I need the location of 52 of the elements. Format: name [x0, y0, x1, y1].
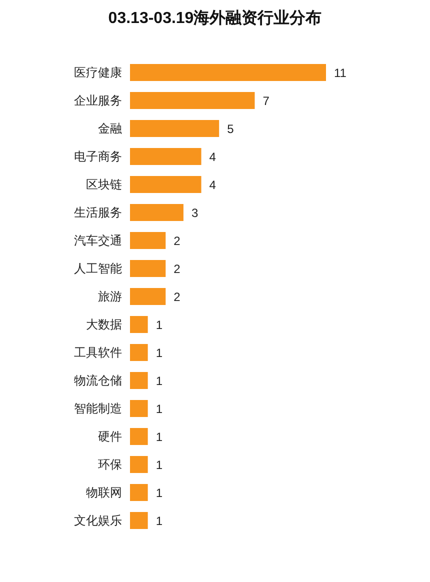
bar	[130, 204, 184, 221]
data-label: 2	[174, 290, 181, 304]
data-label: 1	[156, 346, 163, 360]
y-tick-label: 物联网	[86, 485, 122, 500]
y-tick-label: 智能制造	[74, 401, 122, 416]
data-label: 7	[262, 94, 270, 108]
bar	[130, 92, 255, 109]
y-tick-label: 人工智能	[74, 261, 122, 276]
data-label: 1	[156, 458, 163, 472]
bar	[130, 176, 202, 193]
data-label: 2	[174, 262, 181, 276]
bar	[130, 120, 220, 137]
y-tick-label: 金融	[98, 121, 122, 136]
data-label: 5	[227, 122, 234, 136]
data-label: 1	[156, 430, 163, 444]
bar	[130, 456, 148, 473]
y-tick-label: 旅游	[98, 289, 122, 304]
data-label: 1	[156, 402, 163, 416]
data-label: 2	[174, 234, 181, 248]
bar	[130, 372, 148, 389]
y-tick-label: 企业服务	[74, 93, 122, 108]
y-tick-label: 汽车交通	[74, 233, 122, 248]
chart-title: 03.13-03.19海外融资行业分布	[107, 8, 323, 29]
bar	[130, 260, 166, 277]
bar	[130, 232, 166, 249]
bar	[130, 316, 148, 333]
y-tick-label: 区块链	[86, 177, 122, 192]
bar	[130, 428, 148, 445]
y-tick-label: 生活服务	[74, 205, 122, 220]
y-tick-label: 医疗健康	[74, 65, 122, 80]
data-label: 1	[156, 318, 163, 332]
bar	[130, 148, 202, 165]
data-label: 4	[209, 150, 216, 164]
bar	[130, 64, 326, 81]
bar	[130, 484, 148, 501]
data-label: 11	[334, 66, 347, 80]
bar	[130, 512, 148, 529]
data-label: 1	[156, 374, 163, 388]
bar	[130, 344, 148, 361]
bar	[130, 288, 166, 305]
data-label: 3	[191, 206, 198, 220]
y-tick-label: 电子商务	[74, 149, 122, 164]
y-tick-label: 环保	[98, 457, 122, 472]
y-tick-label: 大数据	[86, 317, 122, 332]
y-tick-label: 文化娱乐	[74, 513, 122, 528]
y-tick-label: 硬件	[98, 429, 122, 444]
y-tick-label: 工具软件	[74, 345, 122, 360]
bar	[130, 400, 148, 417]
data-label: 1	[156, 486, 163, 500]
data-label: 4	[209, 178, 216, 192]
y-tick-label: 物流仓储	[74, 373, 122, 388]
data-label: 1	[156, 514, 163, 528]
